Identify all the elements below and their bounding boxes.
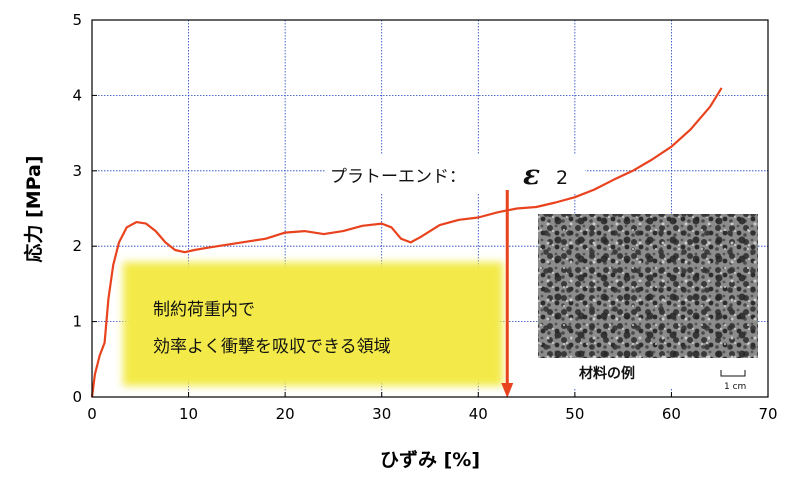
material-caption: 材料の例 bbox=[579, 365, 635, 382]
plateau-end-annotation: プラトーエンド： ε 2 bbox=[325, 155, 585, 193]
y-tick-label: 4 bbox=[72, 86, 82, 104]
y-tick-label: 2 bbox=[72, 237, 82, 255]
foam-photo-texture bbox=[538, 214, 758, 358]
epsilon-symbol: ε bbox=[523, 158, 540, 191]
absorption-zone: 制約荷重内で 効率よく衝撃を吸収できる領域 bbox=[123, 262, 503, 386]
y-axis-title: 応力 [MPa] bbox=[22, 155, 45, 262]
x-tick-label: 50 bbox=[565, 405, 584, 423]
x-tick-label: 0 bbox=[87, 405, 97, 423]
y-tick-label: 5 bbox=[72, 11, 82, 29]
scale-bar-label: 1 cm bbox=[724, 382, 746, 392]
absorption-zone-highlight bbox=[123, 262, 503, 386]
y-tick-label: 1 bbox=[72, 313, 82, 331]
x-tick-label: 20 bbox=[276, 405, 295, 423]
x-axis-ticks: 0 10 20 30 40 50 60 70 bbox=[87, 392, 778, 423]
material-sample-inset: 材料の例 1 cm bbox=[538, 214, 758, 392]
y-tick-label: 0 bbox=[72, 388, 82, 406]
x-tick-label: 60 bbox=[662, 405, 681, 423]
x-axis-title: ひずみ [%] bbox=[380, 449, 480, 471]
x-tick-label: 10 bbox=[179, 405, 198, 423]
plateau-end-arrow bbox=[501, 190, 514, 398]
plateau-arrow-head bbox=[501, 383, 514, 398]
y-tick-label: 3 bbox=[72, 162, 82, 180]
absorption-zone-line2: 効率よく衝撃を吸収できる領域 bbox=[153, 337, 391, 357]
epsilon-subscript: 2 bbox=[556, 167, 568, 189]
absorption-zone-line1: 制約荷重内で bbox=[153, 300, 255, 320]
x-tick-label: 30 bbox=[372, 405, 391, 423]
x-tick-label: 40 bbox=[469, 405, 488, 423]
scale-bar bbox=[720, 370, 746, 377]
x-tick-label: 70 bbox=[758, 405, 777, 423]
plot-frame bbox=[91, 19, 769, 398]
plateau-label-background bbox=[325, 155, 585, 193]
stress-strain-curve bbox=[90, 87, 723, 398]
y-axis-ticks: 0 1 2 3 4 5 bbox=[72, 11, 97, 406]
plateau-end-label: プラトーエンド： bbox=[330, 167, 466, 187]
